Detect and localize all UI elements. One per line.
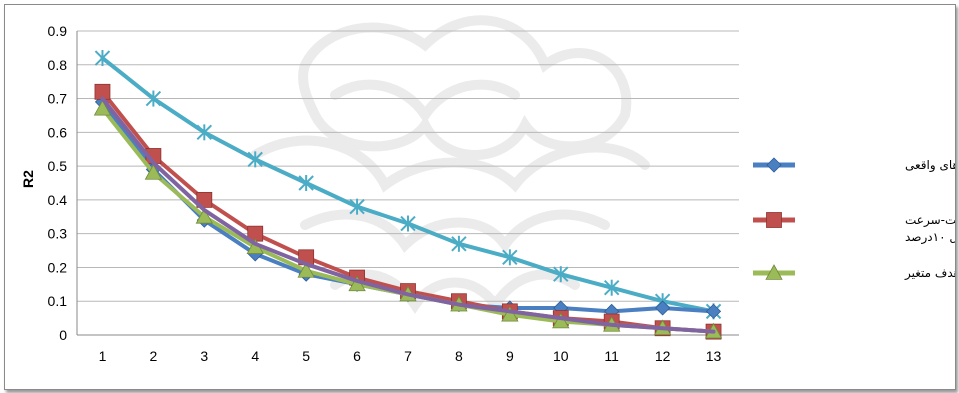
x-tick-label: 2: [149, 348, 157, 364]
legend-label: داده های واقعی: [905, 158, 955, 173]
data-point: [145, 90, 162, 107]
y-tick-label: 0.9: [48, 23, 68, 39]
data-point: [349, 198, 365, 215]
legend-label: تعدیل ۱۰درصد: [905, 230, 955, 245]
data-point: [195, 207, 213, 224]
chart-frame: 0 0.1 0.2 0.3 0.4 0.5 0.6 0.7 0.8 0.9 1 2 3 4 5 6 7 8 9 10…: [4, 4, 956, 390]
y-tick-label: 0.2: [48, 259, 68, 275]
data-point: [400, 215, 416, 232]
x-tick-label: 12: [655, 348, 671, 364]
y-axis-label: R2: [20, 170, 36, 188]
x-tick-label: 9: [506, 348, 514, 364]
axes: [76, 31, 739, 336]
watermark-ornament: [250, 15, 650, 315]
data-point: [144, 164, 163, 180]
data-point: [297, 261, 315, 278]
x-tick-label: 1: [99, 348, 107, 364]
y-tick-labels: 0 0.1 0.2 0.3 0.4 0.5 0.6 0.7 0.8 0.9: [48, 23, 68, 343]
data-point: [501, 305, 519, 322]
x-tick-label: 13: [706, 348, 722, 364]
data-point: [705, 303, 722, 319]
legend-label: مدل هدف ثابت-سرعت: [905, 213, 955, 228]
data-point: [766, 212, 782, 228]
x-tick-label: 8: [455, 348, 463, 364]
legend-entry-3: مدل هدف متغیر: [753, 264, 955, 281]
x-tick-label: 6: [353, 348, 361, 364]
data-point: [765, 264, 783, 280]
x-tick-label: 5: [302, 348, 310, 364]
legend-entry-1: داده های واقعی: [753, 157, 955, 173]
legend: داده های واقعی مدل هدف ثابت-سرعت تعدیل ۱۰د…: [753, 157, 955, 281]
series-group: [93, 50, 723, 340]
y-tick-label: 0.3: [48, 226, 68, 242]
legend-entry-2: مدل هدف ثابت-سرعت تعدیل ۱۰درصد: [753, 212, 955, 245]
series-4: [100, 96, 716, 334]
data-point: [93, 99, 112, 116]
y-tick-label: 0.1: [48, 293, 68, 309]
data-point: [553, 266, 569, 283]
data-point: [766, 157, 782, 173]
data-point: [94, 50, 111, 67]
data-point: [502, 249, 518, 266]
data-point: [552, 312, 570, 329]
x-tick-label: 11: [604, 348, 619, 364]
y-tick-label: 0.5: [48, 158, 68, 174]
y-tick-label: 0: [59, 327, 67, 343]
y-tick-label: 0.4: [48, 192, 68, 208]
data-point: [196, 124, 213, 141]
x-tick-labels: 1 2 3 4 5 6 7 8 9 10 11 12 13: [99, 348, 722, 364]
y-tick-label: 0.7: [48, 91, 68, 107]
data-point: [655, 300, 671, 316]
gridlines: [77, 30, 739, 302]
legend-label: مدل هدف متغیر: [904, 266, 955, 281]
x-tick-label: 4: [251, 348, 259, 364]
x-tick-label: 10: [553, 348, 569, 364]
series-line: [100, 96, 716, 334]
y-tick-label: 0.6: [48, 124, 68, 140]
data-point: [451, 235, 467, 252]
data-point: [603, 279, 620, 296]
data-point: [298, 175, 314, 191]
data-point: [247, 151, 263, 168]
line-chart: 00.10.20.30.40.50.60.70.80.9 1 2 3 4 5 6 7 8 9 10…: [20, 15, 955, 364]
x-tick-label: 7: [404, 348, 412, 364]
y-tick-label: 0.8: [48, 57, 68, 73]
x-tick-label: 3: [200, 348, 208, 364]
